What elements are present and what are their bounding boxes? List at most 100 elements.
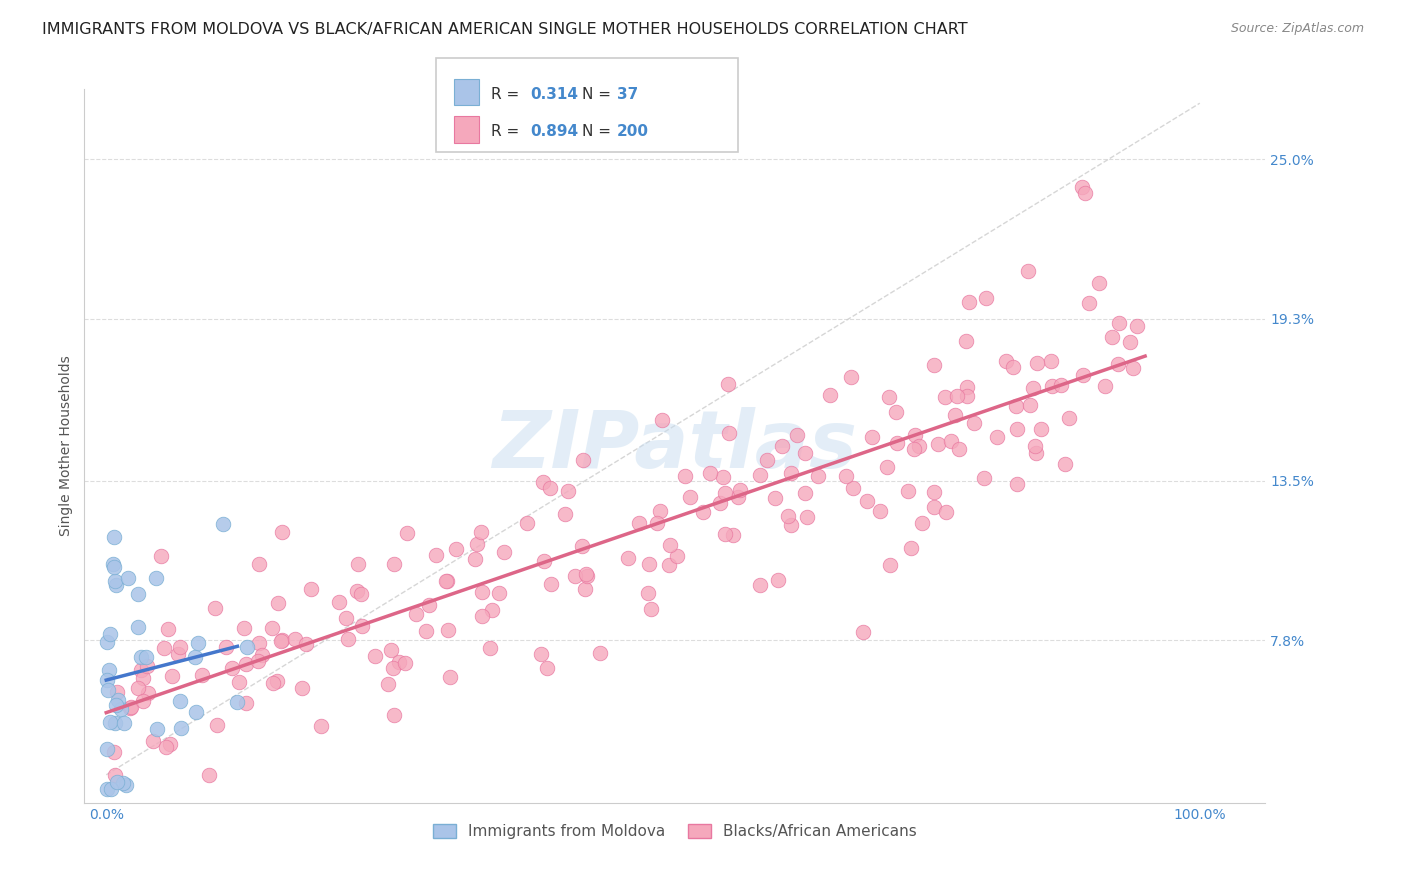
- Point: [1122, 361, 1144, 376]
- Point: [778, 509, 800, 524]
- Point: [110, 702, 132, 716]
- Point: [295, 636, 318, 650]
- Point: [335, 611, 357, 625]
- Point: [439, 670, 461, 684]
- Point: [129, 663, 152, 677]
- Point: [405, 607, 427, 621]
- Point: [900, 541, 922, 556]
- Point: [727, 491, 749, 505]
- Point: [104, 715, 127, 730]
- Point: [589, 646, 612, 660]
- Point: [247, 557, 270, 571]
- Point: [557, 484, 579, 499]
- Point: [651, 412, 673, 426]
- Point: [235, 696, 257, 710]
- Point: [659, 538, 682, 552]
- Point: [939, 434, 962, 448]
- Point: [1005, 422, 1028, 436]
- Point: [666, 549, 689, 564]
- Point: [658, 558, 681, 572]
- Point: [103, 745, 125, 759]
- Point: [780, 517, 803, 532]
- Point: [96, 781, 118, 796]
- Text: R =: R =: [491, 124, 524, 139]
- Point: [127, 587, 149, 601]
- Point: [766, 573, 789, 587]
- Point: [190, 667, 212, 681]
- Point: [1107, 357, 1129, 371]
- Point: [516, 516, 538, 530]
- Point: [533, 554, 555, 568]
- Point: [104, 574, 127, 589]
- Point: [869, 503, 891, 517]
- Point: [877, 390, 900, 404]
- Text: IMMIGRANTS FROM MOLDOVA VS BLACK/AFRICAN AMERICAN SINGLE MOTHER HOUSEHOLDS CORRE: IMMIGRANTS FROM MOLDOVA VS BLACK/AFRICAN…: [42, 22, 967, 37]
- Point: [571, 539, 593, 553]
- Point: [481, 603, 503, 617]
- Point: [492, 545, 515, 559]
- Point: [986, 430, 1008, 444]
- Point: [142, 734, 165, 748]
- Point: [270, 634, 292, 648]
- Point: [115, 778, 138, 792]
- Point: [97, 683, 120, 698]
- Point: [973, 471, 995, 485]
- Point: [1119, 334, 1142, 349]
- Point: [132, 671, 155, 685]
- Point: [415, 624, 437, 638]
- Point: [418, 598, 440, 612]
- Point: [377, 677, 399, 691]
- Point: [284, 632, 307, 646]
- Point: [638, 557, 661, 571]
- Point: [575, 567, 598, 582]
- Point: [927, 436, 949, 450]
- Point: [101, 558, 124, 572]
- Point: [779, 467, 801, 481]
- Point: [540, 576, 562, 591]
- Point: [835, 469, 858, 483]
- Legend: Immigrants from Moldova, Blacks/African Americans: Immigrants from Moldova, Blacks/African …: [426, 818, 924, 845]
- Point: [904, 428, 927, 442]
- Point: [169, 640, 191, 655]
- Point: [571, 453, 593, 467]
- Point: [328, 595, 350, 609]
- Point: [183, 650, 205, 665]
- Point: [153, 640, 176, 655]
- Point: [922, 484, 945, 499]
- Point: [262, 676, 284, 690]
- Point: [1078, 295, 1101, 310]
- Point: [364, 649, 387, 664]
- Point: [576, 568, 599, 582]
- Point: [1005, 476, 1028, 491]
- Point: [107, 693, 129, 707]
- Point: [1017, 264, 1039, 278]
- Point: [96, 742, 118, 756]
- Text: ZIPatlas: ZIPatlas: [492, 407, 858, 485]
- Point: [1053, 457, 1076, 471]
- Point: [184, 705, 207, 719]
- Point: [770, 439, 793, 453]
- Point: [114, 716, 136, 731]
- Point: [709, 496, 731, 510]
- Point: [98, 663, 121, 677]
- Point: [382, 707, 405, 722]
- Point: [692, 505, 714, 519]
- Point: [98, 715, 121, 730]
- Point: [232, 621, 254, 635]
- Point: [159, 737, 181, 751]
- Point: [157, 622, 180, 636]
- Point: [246, 654, 269, 668]
- Point: [132, 694, 155, 708]
- Point: [236, 640, 259, 654]
- Point: [852, 625, 875, 640]
- Point: [876, 459, 898, 474]
- Point: [574, 582, 596, 596]
- Point: [856, 494, 879, 508]
- Point: [471, 584, 494, 599]
- Point: [100, 781, 122, 796]
- Point: [718, 426, 741, 441]
- Text: 200: 200: [617, 124, 650, 139]
- Point: [434, 574, 457, 589]
- Point: [1126, 319, 1149, 334]
- Point: [673, 469, 696, 483]
